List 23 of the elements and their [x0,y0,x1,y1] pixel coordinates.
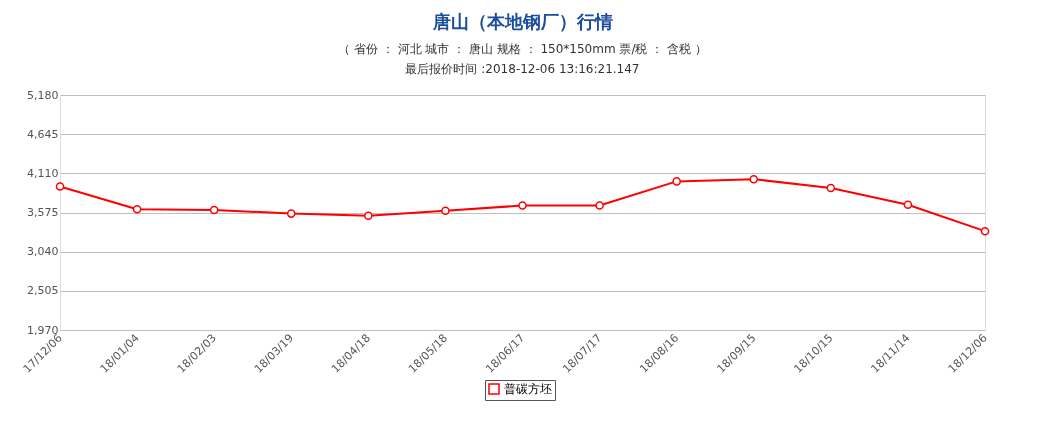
point [441,206,450,215]
point [55,182,65,191]
point [132,204,142,214]
y-tick-label: 4,110 [27,166,59,180]
point [903,200,913,210]
y-tick-label: 3,575 [27,206,59,219]
point [364,211,373,221]
point [209,205,219,215]
text: 最后报价时间 :2018-12-06 13:16:21.147 [405,62,640,76]
y-tick-label: 5,180 [27,88,59,102]
point [980,226,990,236]
point [518,201,527,210]
point [749,174,759,184]
point [286,209,296,218]
y-tick-label: 4,645 [27,127,59,141]
y-tick-label: 3,040 [27,245,59,259]
y-tick-label: 2,505 [27,284,59,298]
point [826,183,836,193]
point [672,177,681,186]
legend-label: 普碳方坯 [504,382,552,396]
chart-subtitle: （ 省份 ： 河北 城市 ： 唐山 规格 ： 150*150mm 票/税 ： 含税 ） [338,42,707,56]
point [595,201,604,210]
chart-title: 唐山（本地钢厂）行情 [431,11,613,32]
